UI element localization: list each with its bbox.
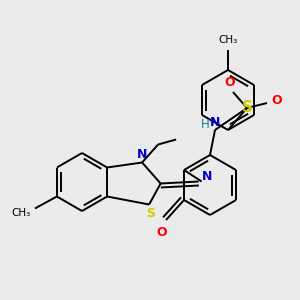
Text: N: N (137, 148, 147, 161)
Text: H: H (201, 118, 209, 131)
Text: N: N (201, 170, 212, 183)
Text: N: N (210, 116, 220, 130)
Text: S: S (147, 207, 156, 220)
Text: O: O (157, 226, 167, 238)
Text: O: O (272, 94, 282, 107)
Text: S: S (242, 100, 253, 116)
Text: O: O (225, 76, 235, 88)
Text: CH₃: CH₃ (11, 208, 31, 218)
Text: CH₃: CH₃ (218, 35, 238, 45)
